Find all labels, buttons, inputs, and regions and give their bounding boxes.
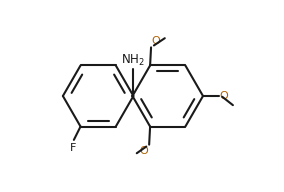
Text: F: F — [70, 143, 76, 153]
Text: O: O — [220, 91, 228, 101]
Text: NH$_2$: NH$_2$ — [122, 53, 145, 68]
Text: O: O — [151, 36, 160, 46]
Text: O: O — [139, 146, 148, 156]
